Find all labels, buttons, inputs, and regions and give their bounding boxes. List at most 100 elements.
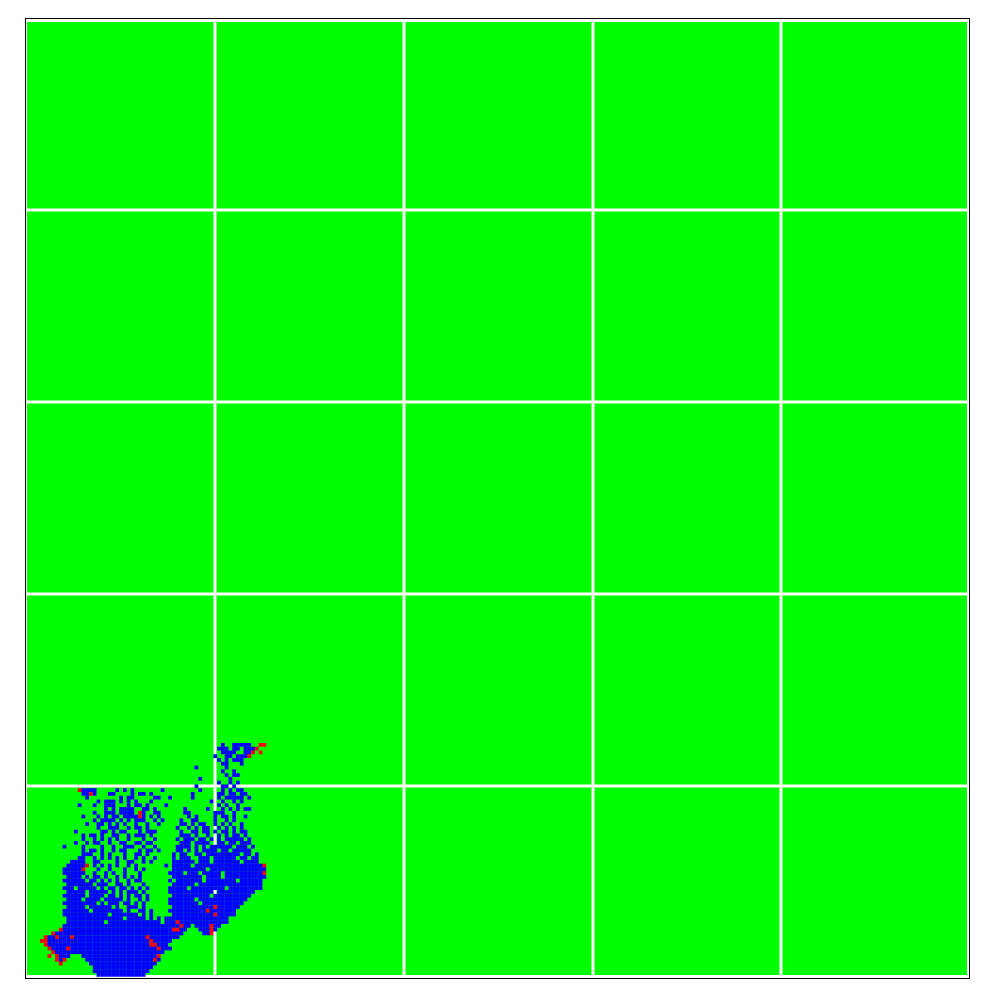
burnt-cell <box>149 920 154 924</box>
burnt-cell <box>217 859 221 864</box>
burnt-cell <box>236 746 240 751</box>
burnt-cell <box>179 897 184 902</box>
burnt-cell <box>232 901 237 906</box>
burnt-cell <box>171 935 176 940</box>
burnt-cell <box>70 912 74 917</box>
burnt-cell <box>247 837 252 842</box>
burnt-cell <box>66 874 71 879</box>
burnt-cell <box>73 946 78 951</box>
burnt-cell <box>145 942 150 947</box>
burnt-cell <box>198 908 203 913</box>
burnt-cell <box>107 961 112 966</box>
burnt-cell <box>156 916 161 921</box>
burnt-cell <box>126 946 131 951</box>
burnt-cell <box>100 961 105 966</box>
burnt-cell <box>202 856 206 860</box>
burnt-cell <box>175 871 180 875</box>
burnt-cell <box>224 765 229 770</box>
burnt-cell <box>100 822 105 826</box>
burnt-cell <box>89 927 93 932</box>
burnt-cell <box>66 886 71 891</box>
burning-cell <box>209 923 214 928</box>
burnt-cell <box>209 890 214 894</box>
burnt-cell <box>107 920 112 924</box>
burnt-cell <box>205 901 210 906</box>
burnt-cell <box>138 878 142 883</box>
burnt-cell <box>77 878 82 883</box>
burning-cell <box>58 961 63 966</box>
burnt-cell <box>168 886 172 891</box>
burnt-cell <box>239 795 244 800</box>
burnt-cell <box>85 946 90 951</box>
burnt-cell <box>92 792 97 796</box>
burnt-cell <box>70 874 74 879</box>
burnt-cell <box>149 908 154 913</box>
burnt-cell <box>73 863 78 868</box>
burning-cell <box>171 927 176 932</box>
burnt-cell <box>96 822 101 826</box>
burnt-cell <box>205 912 210 917</box>
burning-cell <box>51 950 56 955</box>
burnt-cell <box>130 814 135 819</box>
burnt-cell <box>138 942 142 947</box>
burnt-cell <box>111 939 116 943</box>
burnt-cell <box>149 927 154 932</box>
burnt-cell <box>183 908 188 913</box>
burnt-cell <box>85 939 90 943</box>
burnt-cell <box>239 761 244 766</box>
burnt-cell <box>198 927 203 932</box>
burnt-cell <box>119 893 123 898</box>
burnt-cell <box>149 957 154 962</box>
burning-cell <box>47 946 52 951</box>
burning-cell <box>77 788 82 793</box>
burnt-cell <box>100 942 105 947</box>
burnt-cell <box>66 942 71 947</box>
burnt-cell <box>164 920 169 924</box>
burnt-cell <box>111 908 116 913</box>
burnt-cell <box>164 946 169 951</box>
burnt-cell <box>130 844 135 849</box>
burnt-cell <box>126 942 131 947</box>
burning-cell <box>209 927 214 932</box>
burnt-cell <box>73 878 78 883</box>
burnt-cell <box>179 931 184 936</box>
burnt-cell <box>209 874 214 879</box>
burnt-cell <box>168 908 172 913</box>
burnt-cell <box>187 859 191 864</box>
burnt-cell <box>134 916 139 921</box>
burnt-cell <box>236 863 240 868</box>
burnt-cell <box>149 829 154 834</box>
burning-cell <box>66 946 71 951</box>
burnt-cell <box>85 897 90 902</box>
burnt-cell <box>168 920 172 924</box>
burnt-cell <box>89 897 93 902</box>
burning-cell <box>43 935 48 940</box>
burning-cell <box>43 942 48 947</box>
burnt-cell <box>198 920 203 924</box>
burnt-cell <box>171 931 176 936</box>
burnt-cell <box>73 890 78 894</box>
burnt-cell <box>236 773 240 777</box>
burnt-cell <box>179 859 184 864</box>
burnt-cell <box>73 942 78 947</box>
burnt-cell <box>115 859 120 864</box>
burnt-cell <box>73 871 78 875</box>
burnt-cell <box>138 931 142 936</box>
burnt-cell <box>126 957 131 962</box>
burnt-cell <box>145 803 150 808</box>
burnt-cell <box>145 965 150 970</box>
burnt-cell <box>194 848 199 853</box>
burnt-cell <box>130 950 135 955</box>
burnt-cell <box>202 905 206 909</box>
burnt-cell <box>126 931 131 936</box>
burnt-cell <box>55 939 59 943</box>
burnt-cell <box>202 931 206 936</box>
burnt-cell <box>202 927 206 932</box>
burnt-cell <box>156 957 161 962</box>
burnt-cell <box>194 901 199 906</box>
burnt-cell <box>198 912 203 917</box>
burnt-cell <box>171 886 176 891</box>
burnt-cell <box>205 856 210 860</box>
burnt-cell <box>107 927 112 932</box>
burnt-cell <box>138 848 142 853</box>
